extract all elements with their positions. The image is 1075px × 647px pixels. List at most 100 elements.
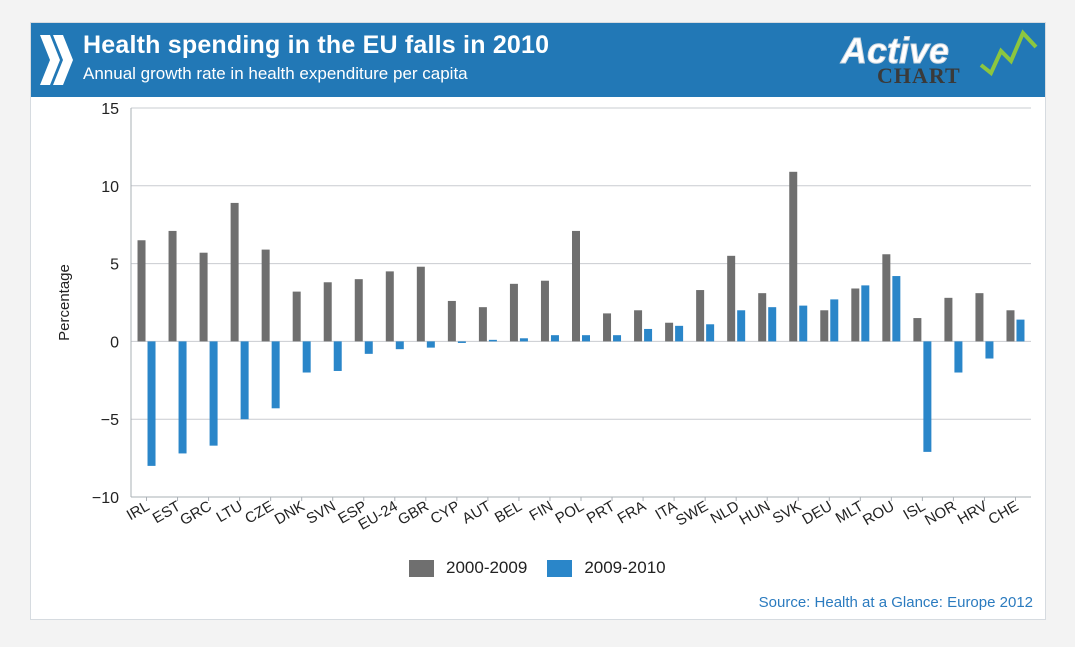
bar-2009-2010-IRL [147,341,156,466]
x-tick-label: ROU [860,498,897,529]
chart-subtitle: Annual growth rate in health expenditure… [83,64,468,83]
bar-2000-2009-EST [168,230,177,342]
legend-item-2000-2009: 2000-2009 [409,558,527,578]
bar-2000-2009-DNK [292,291,301,342]
bar-2009-2010-ESP [364,341,373,354]
x-tick-label: GBR [395,498,432,529]
bar-2000-2009-SVN [323,282,332,342]
svg-text:CHART: CHART [877,63,961,88]
bar-2009-2010-EU-24 [395,341,404,350]
y-tick-label: −10 [92,490,119,507]
svg-text:Active: Active [840,30,949,71]
legend-swatch-2000-2009 [409,559,434,577]
bar-2000-2009-ITA [665,322,674,342]
bar-2000-2009-NOR [944,297,953,342]
y-tick-label: 5 [110,257,119,274]
chart-title: Health spending in the EU falls in 2010 [83,31,550,59]
x-tick-label: GRC [177,498,215,529]
bar-2000-2009-PRT [603,313,612,342]
bar-2000-2009-ROU [882,254,891,342]
x-tick-label: CYP [428,498,463,528]
bar-2009-2010-PRT [613,335,622,342]
bar-2000-2009-SWE [696,290,705,342]
bar-2009-2010-AUT [488,339,497,342]
bar-2009-2010-EST [178,341,187,454]
x-tick-label: MLT [833,498,867,527]
x-tick-label: LTU [214,498,246,526]
bar-2009-2010-DNK [302,341,311,373]
bar-2000-2009-GRC [199,252,208,342]
bar-2000-2009-HUN [758,293,767,342]
bar-2000-2009-LTU [230,202,239,342]
bar-2009-2010-ROU [892,276,901,342]
bar-2009-2010-NLD [737,310,746,342]
x-tick-label: FIN [527,498,556,525]
bar-2009-2010-ISL [923,341,932,452]
bar-2009-2010-GRC [209,341,218,446]
x-tick-label: FRA [615,498,649,528]
bar-2009-2010-CYP [457,341,466,343]
bar-2009-2010-POL [582,335,590,342]
bar-2000-2009-NLD [727,255,736,342]
bar-2009-2010-LTU [240,341,249,420]
bar-2009-2010-HRV [985,341,994,359]
bar-chart: 151050−5−10PercentageIRLESTGRCLTUCZEDNKS… [56,101,1031,534]
bar-2009-2010-CHE [1016,319,1025,342]
bar-2000-2009-CHE [1006,310,1015,342]
bar-2009-2010-CZE [271,341,280,409]
legend-label: 2000-2009 [446,558,528,577]
bar-2009-2010-FIN [550,335,559,342]
bar-2000-2009-AUT [478,307,487,342]
bar-2009-2010-GBR [426,341,435,348]
legend-item-2009-2010: 2009-2010 [547,558,666,578]
x-tick-label: IRL [124,498,153,524]
bar-2000-2009-SVK [789,171,798,342]
bar-2009-2010-DEU [830,299,839,342]
x-tick-label: BEL [492,498,525,527]
y-tick-label: 10 [101,179,119,196]
x-tick-label: PRT [584,498,618,528]
x-tick-label: CHE [986,498,1022,529]
legend-swatch-2009-2010 [547,559,573,577]
bar-2009-2010-HUN [768,307,777,342]
bar-2000-2009-GBR [416,266,425,342]
active-chart-logo: Active CHART [831,25,1043,95]
y-tick-label: 15 [101,101,119,118]
bar-2000-2009-HRV [975,293,984,342]
x-tick-label: DEU [799,498,835,529]
bar-2000-2009-EU-24 [385,271,394,342]
x-tick-label: EST [150,498,184,527]
y-tick-label: 0 [110,334,119,351]
legend: 2000-2009 2009-2010 [409,558,686,578]
header-banner: Health spending in the EU falls in 2010 … [31,23,1045,97]
bar-2009-2010-MLT [861,285,870,342]
x-tick-label: HUN [737,498,774,529]
bar-2009-2010-BEL [519,338,528,342]
bar-2009-2010-SWE [706,324,715,342]
chevron-icon [37,27,75,93]
bar-2009-2010-FRA [644,328,653,342]
bar-2000-2009-FIN [540,280,549,342]
bar-2009-2010-ITA [675,325,684,342]
source-note: Source: Health at a Glance: Europe 2012 [758,594,1033,611]
bar-2000-2009-BEL [509,283,518,342]
bar-2000-2009-CZE [261,249,270,342]
x-tick-label: AUT [459,498,493,528]
bar-2009-2010-NOR [954,341,963,373]
bar-2000-2009-CYP [447,300,456,342]
x-tick-label: POL [553,498,587,528]
bar-2000-2009-DEU [820,310,829,342]
bar-2009-2010-SVN [333,341,342,371]
bar-2000-2009-FRA [634,310,643,342]
y-axis-label: Percentage [56,264,73,341]
bar-2000-2009-ESP [354,279,363,342]
bar-2000-2009-IRL [137,240,146,342]
bar-2000-2009-POL [572,230,580,342]
x-tick-label: SVN [304,498,339,528]
x-tick-label: SWE [673,498,711,530]
chart-frame: Health spending in the EU falls in 2010 … [30,22,1046,620]
y-tick-label: −5 [101,412,119,429]
bar-2009-2010-SVK [799,305,808,342]
bar-2000-2009-MLT [851,288,860,342]
legend-label: 2009-2010 [584,558,666,577]
